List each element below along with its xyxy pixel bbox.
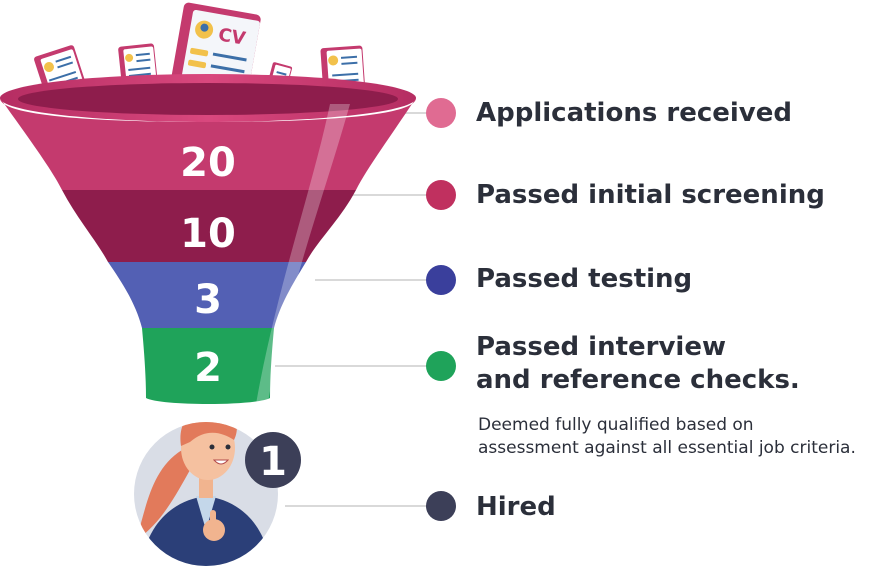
stage-dot-3 (426, 265, 456, 295)
qualification-note: Deemed fully qualified based on assessme… (478, 414, 883, 460)
funnel-stage-2 (62, 190, 356, 262)
stage-dot-4 (426, 351, 456, 381)
stage-dot-1 (426, 98, 456, 128)
funnel-stage-3 (108, 262, 306, 328)
stage-count-2: 10 (180, 211, 236, 257)
stage-count-4: 2 (194, 345, 222, 391)
stage-dots (426, 98, 456, 521)
funnel-stage-4 (142, 328, 274, 404)
cv-text: CV (217, 24, 247, 49)
stage-label-hired: Hired (476, 492, 556, 522)
funnel-stage-1 (0, 98, 416, 190)
funnel: 20 10 3 2 (0, 74, 416, 404)
stage-label-passed-interview-line1: Passed interview (476, 332, 726, 362)
stage-label-passed-interview-line2: and reference checks. (476, 365, 800, 395)
stage-label-passed-initial-screening: Passed initial screening (476, 180, 825, 210)
hired-count-badge: 1 (245, 432, 301, 488)
stage-dot-5 (426, 491, 456, 521)
stage-count-5: 1 (259, 439, 287, 485)
hired-avatar (134, 422, 278, 566)
stage-dot-2 (426, 180, 456, 210)
stage-label-passed-testing: Passed testing (476, 264, 693, 294)
funnel-opening (18, 83, 398, 115)
qualification-note-line1: Deemed fully qualified based on (478, 415, 754, 435)
stage-count-1: 20 (180, 140, 236, 186)
stage-count-3: 3 (194, 277, 222, 323)
funnel-highlight (256, 104, 350, 404)
qualification-note-line2: assessment against all essential job cri… (478, 438, 856, 458)
stage-label-applications-received: Applications received (476, 98, 792, 128)
